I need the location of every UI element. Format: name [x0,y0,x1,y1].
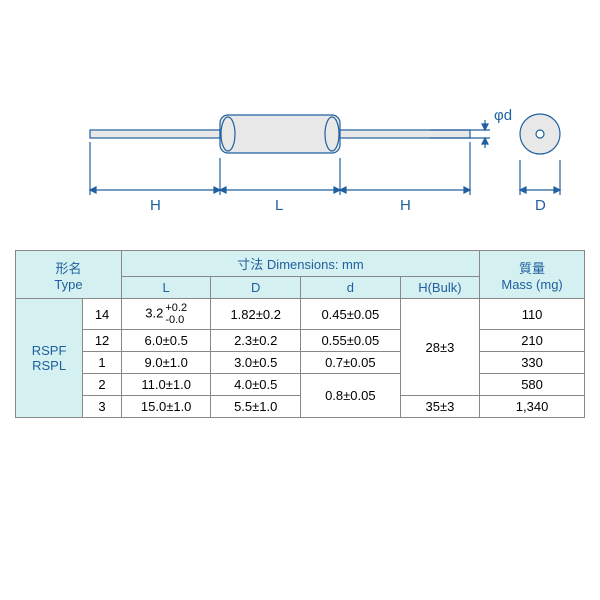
cell-code: 1 [83,352,122,374]
table-row: 2 11.0±1.0 4.0±0.5 0.8±0.05 580 [16,374,585,396]
table-row: RSPFRSPL 14 3.2+0.2-0.0 1.82±0.2 0.45±0.… [16,299,585,330]
cell-code: 2 [83,374,122,396]
cell-code: 14 [83,299,122,330]
cell-mass: 330 [480,352,585,374]
diagram-svg: φd H L H D [0,30,600,240]
hdr-dimensions: 寸法 Dimensions: mm [121,251,479,277]
dimensions-table-wrap: 形名Type 寸法 Dimensions: mm 質量Mass (mg) L D… [0,250,600,418]
label-D: D [535,197,546,214]
hdr-L: L [121,277,211,299]
cell-d: 0.55±0.05 [300,330,400,352]
label-phi-d: φd [494,107,512,124]
cell-L: 11.0±1.0 [121,374,211,396]
cell-d: 0.45±0.05 [300,299,400,330]
cell-L: 6.0±0.5 [121,330,211,352]
cell-mass: 580 [480,374,585,396]
cell-mass: 110 [480,299,585,330]
label-L: L [275,197,283,214]
cell-code: 3 [83,396,122,418]
cell-d: 0.7±0.05 [300,352,400,374]
cell-D: 1.82±0.2 [211,299,301,330]
cell-D: 2.3±0.2 [211,330,301,352]
cell-d: 0.8±0.05 [300,374,400,418]
hdr-H: H(Bulk) [400,277,479,299]
hdr-type: 形名Type [16,251,122,299]
hdr-D: D [211,277,301,299]
cell-H: 28±3 [400,299,479,396]
cell-D: 4.0±0.5 [211,374,301,396]
hdr-d: d [300,277,400,299]
cell-mass: 1,340 [480,396,585,418]
cell-D: 3.0±0.5 [211,352,301,374]
label-H1: H [150,197,161,214]
cell-L: 15.0±1.0 [121,396,211,418]
table-row: 12 6.0±0.5 2.3±0.2 0.55±0.05 210 [16,330,585,352]
table-row: 1 9.0±1.0 3.0±0.5 0.7±0.05 330 [16,352,585,374]
table-row: 形名Type 寸法 Dimensions: mm 質量Mass (mg) [16,251,585,277]
label-H2: H [400,197,411,214]
type-label: RSPFRSPL [16,299,83,418]
dimensions-table: 形名Type 寸法 Dimensions: mm 質量Mass (mg) L D… [15,250,585,418]
hdr-mass: 質量Mass (mg) [480,251,585,299]
component-diagram: φd H L H D [0,0,600,250]
cell-L: 9.0±1.0 [121,352,211,374]
cell-H: 35±3 [400,396,479,418]
table-row: 3 15.0±1.0 5.5±1.0 35±3 1,340 [16,396,585,418]
cell-D: 5.5±1.0 [211,396,301,418]
cell-mass: 210 [480,330,585,352]
cell-code: 12 [83,330,122,352]
cell-L: 3.2+0.2-0.0 [121,299,211,330]
